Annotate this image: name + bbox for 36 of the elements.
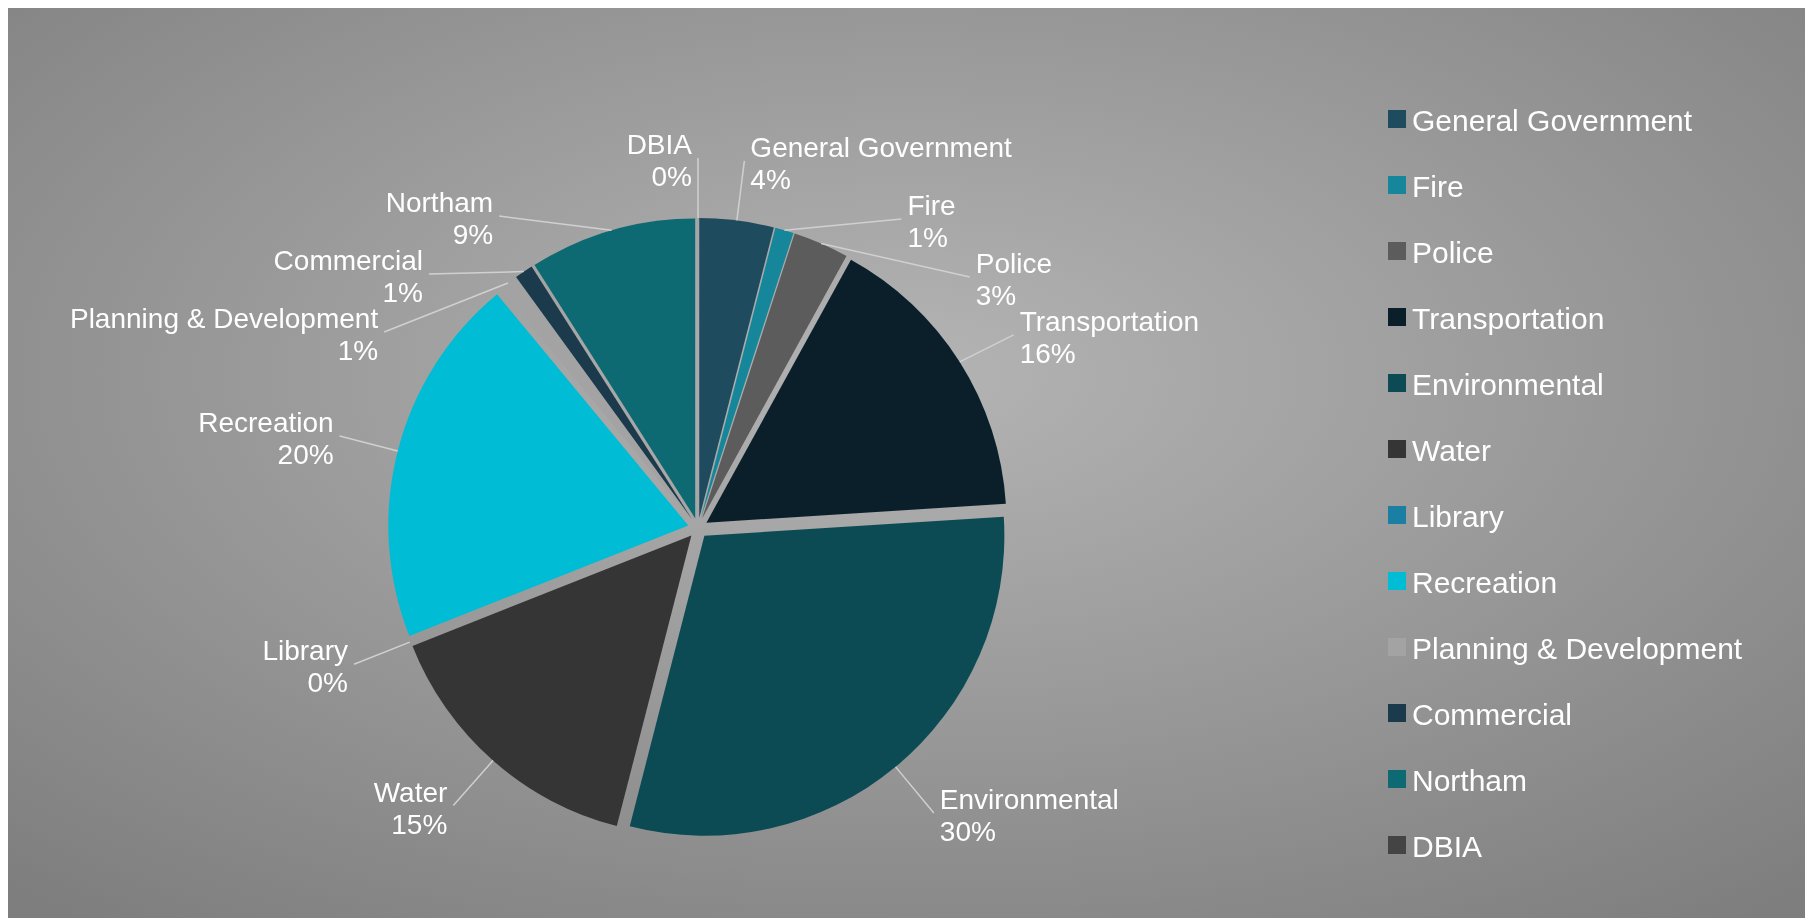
legend-label: Environmental xyxy=(1412,367,1604,401)
legend-label: General Government xyxy=(1412,103,1693,137)
legend-label: Fire xyxy=(1412,169,1464,203)
slice-label: Transportation xyxy=(1019,305,1200,337)
data-label: 9% xyxy=(452,219,494,251)
text: 0% xyxy=(307,667,348,699)
slice-label: Northam xyxy=(385,187,494,218)
slice-label: Commercial xyxy=(273,245,423,276)
category-label: Library xyxy=(262,635,348,667)
data-label: 20% xyxy=(277,439,334,471)
data-label: 15% xyxy=(391,808,448,840)
data-label: 3% xyxy=(975,280,1017,312)
legend-label: Commercial xyxy=(1412,697,1573,731)
data-label: 4% xyxy=(750,164,791,196)
category-label: DBIA xyxy=(626,129,692,160)
legend-label: Northam xyxy=(1412,763,1528,797)
data-label: 30% xyxy=(939,816,996,848)
legend-label: Transportation xyxy=(1412,301,1605,335)
slice-label: Police xyxy=(975,247,1053,279)
slice-label: Fire xyxy=(907,189,956,221)
slice-label: Environmental xyxy=(939,784,1119,816)
legend-label: Planning & Development xyxy=(1412,631,1743,665)
slice-label: Water xyxy=(373,776,448,808)
slice-label: Planning & Development xyxy=(69,303,379,334)
legend-label: Water xyxy=(1412,433,1491,467)
text: 0% xyxy=(651,161,692,193)
legend-label: Police xyxy=(1412,235,1494,269)
slice-label: General Government xyxy=(750,131,1013,163)
legend-label: Recreation xyxy=(1412,565,1558,599)
data-label: 1% xyxy=(337,335,379,367)
data-label: 16% xyxy=(1019,338,1076,370)
slice-label: Recreation xyxy=(198,406,334,438)
data-label: 1% xyxy=(907,222,948,254)
data-label: 1% xyxy=(382,277,423,309)
legend-label: Library xyxy=(1412,499,1504,533)
legend-label: DBIA xyxy=(1412,829,1483,863)
